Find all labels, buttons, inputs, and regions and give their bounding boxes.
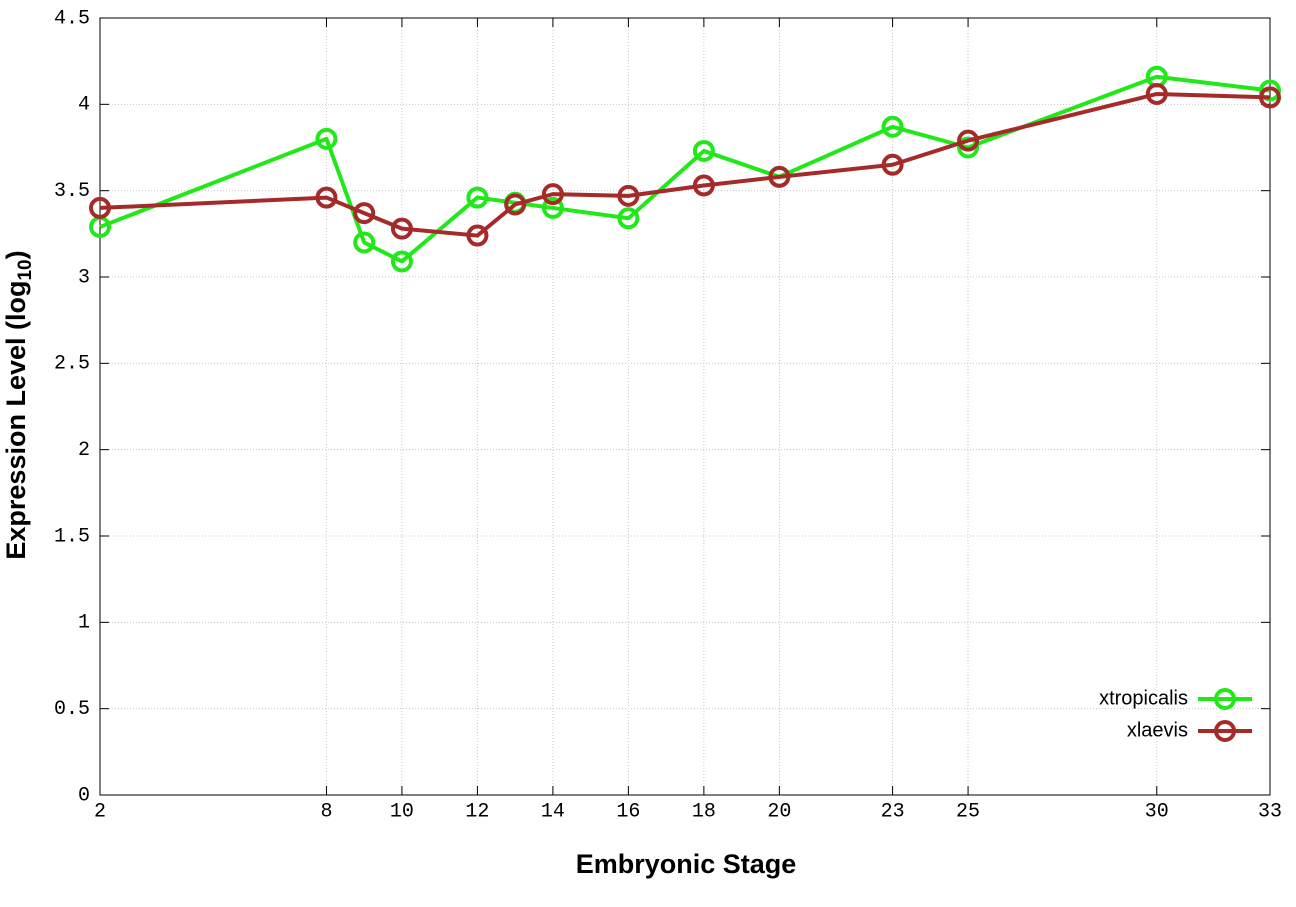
y-label-end: ) <box>1 250 31 259</box>
data-point <box>390 250 413 273</box>
data-point <box>1259 86 1281 109</box>
y-tick-label: 3.5 <box>54 180 90 203</box>
data-point <box>541 183 564 206</box>
data-point <box>541 196 564 219</box>
data-point <box>881 153 904 176</box>
data-point <box>390 217 413 240</box>
y-label-sub: 10 <box>15 259 36 280</box>
x-tick-label: 33 <box>1258 800 1282 823</box>
data-point <box>768 165 791 188</box>
x-tick-label: 16 <box>616 800 640 823</box>
data-point <box>957 129 980 152</box>
data-point <box>89 196 111 219</box>
data-point <box>315 127 338 150</box>
data-point <box>1145 82 1168 105</box>
x-tick-label: 10 <box>390 800 414 823</box>
y-label-main: Expression Level (log <box>1 281 31 560</box>
data-point <box>315 186 338 209</box>
y-tick-label: 2.5 <box>54 353 90 376</box>
legend-label: xlaevis <box>1127 719 1188 741</box>
data-point <box>957 136 980 159</box>
y-tick-label: 1.5 <box>54 525 90 548</box>
data-point <box>692 174 715 197</box>
y-tick-label: 0 <box>78 784 90 807</box>
data-point <box>466 186 489 209</box>
data-point <box>617 207 640 230</box>
data-point <box>504 193 527 216</box>
data-point <box>466 224 489 247</box>
x-tick-label: 25 <box>956 800 980 823</box>
x-tick-label: 20 <box>767 800 791 823</box>
y-tick-label: 1 <box>78 612 90 635</box>
data-point <box>692 139 715 162</box>
data-point <box>617 184 640 207</box>
data-point <box>1259 79 1281 102</box>
y-tick-label: 0.5 <box>54 698 90 721</box>
legend-label: xtropicalis <box>1099 687 1188 709</box>
data-point <box>353 231 376 254</box>
x-tick-label: 12 <box>465 800 489 823</box>
y-tick-label: 2 <box>78 439 90 462</box>
data-point <box>353 202 376 225</box>
x-tick-label: 30 <box>1145 800 1169 823</box>
y-tick-label: 4 <box>78 94 90 117</box>
plot-border <box>99 17 1271 796</box>
x-tick-label: 14 <box>541 800 565 823</box>
legend-marker <box>1214 688 1236 710</box>
legend-marker <box>1214 720 1236 742</box>
x-tick-label: 8 <box>320 800 332 823</box>
x-axis-label: Embryonic Stage <box>576 849 797 879</box>
series-line <box>99 91 1271 238</box>
x-tick-label: 2 <box>94 800 106 823</box>
data-point <box>881 115 904 138</box>
x-tick-label: 23 <box>881 800 905 823</box>
x-tick-label: 18 <box>692 800 716 823</box>
y-tick-label: 3 <box>78 266 90 289</box>
y-tick-label: 4.5 <box>54 7 90 30</box>
y-axis-label: Expression Level (log10) <box>1 250 36 559</box>
